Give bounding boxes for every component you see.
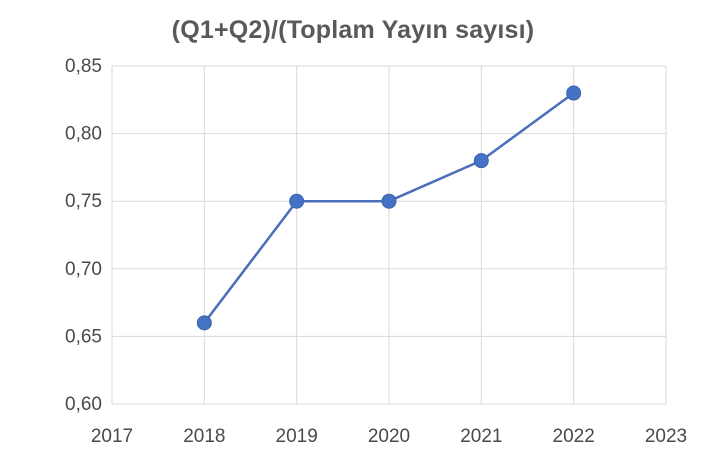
y-tick-label: 0,75 — [65, 191, 102, 212]
y-tick-label: 0,70 — [65, 259, 102, 280]
x-tick-label: 2017 — [91, 426, 133, 447]
x-tick-label: 2022 — [553, 426, 595, 447]
data-point — [289, 193, 305, 209]
x-tick-label: 2023 — [645, 426, 687, 447]
x-tick-label: 2021 — [460, 426, 502, 447]
x-tick-label: 2019 — [276, 426, 318, 447]
data-point — [566, 85, 582, 101]
x-tick-label: 2018 — [183, 426, 225, 447]
data-point — [473, 153, 489, 169]
y-tick-label: 0,65 — [65, 326, 102, 347]
x-tick-label: 2020 — [368, 426, 410, 447]
y-tick-label: 0,60 — [65, 394, 102, 415]
data-point — [381, 193, 397, 209]
y-tick-label: 0,85 — [65, 56, 102, 77]
y-tick-label: 0,80 — [65, 124, 102, 145]
chart-title: (Q1+Q2)/(Toplam Yayın sayısı) — [171, 16, 535, 44]
data-point — [196, 315, 212, 331]
